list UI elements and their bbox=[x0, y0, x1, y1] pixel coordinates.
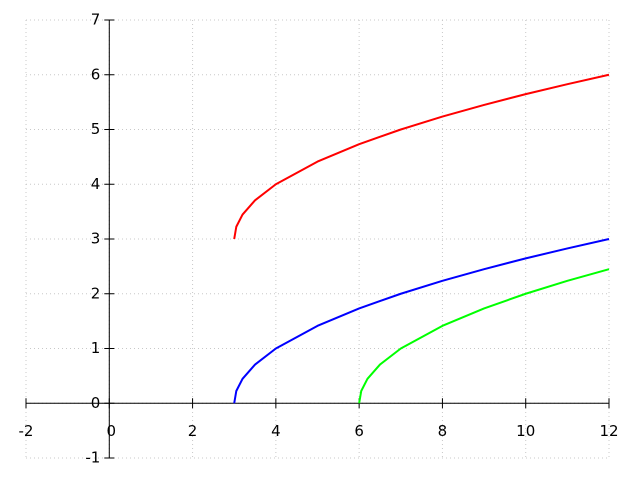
series-line bbox=[358, 268, 610, 404]
x-tick-label: -2 bbox=[19, 422, 34, 440]
y-tick-label: 3 bbox=[91, 230, 101, 248]
y-tick-label: 4 bbox=[91, 175, 101, 193]
x-tick-label: 2 bbox=[188, 422, 198, 440]
series-line bbox=[233, 238, 610, 404]
y-tick-label: -1 bbox=[85, 449, 100, 467]
x-tick-label: 6 bbox=[354, 422, 364, 440]
y-tick-label: 0 bbox=[91, 394, 101, 412]
y-tick-label: 6 bbox=[91, 65, 101, 83]
x-tick-label: 10 bbox=[516, 422, 535, 440]
y-tick-label: 7 bbox=[91, 11, 101, 29]
x-tick-label: 4 bbox=[271, 422, 281, 440]
x-tick-label: 0 bbox=[107, 422, 117, 440]
x-tick-label: 8 bbox=[438, 422, 448, 440]
series-line bbox=[233, 73, 610, 240]
y-tick-label: 2 bbox=[91, 284, 101, 302]
y-tick-label: 1 bbox=[91, 339, 101, 357]
x-tick-label: 12 bbox=[599, 422, 618, 440]
y-tick-label: 5 bbox=[91, 120, 101, 138]
